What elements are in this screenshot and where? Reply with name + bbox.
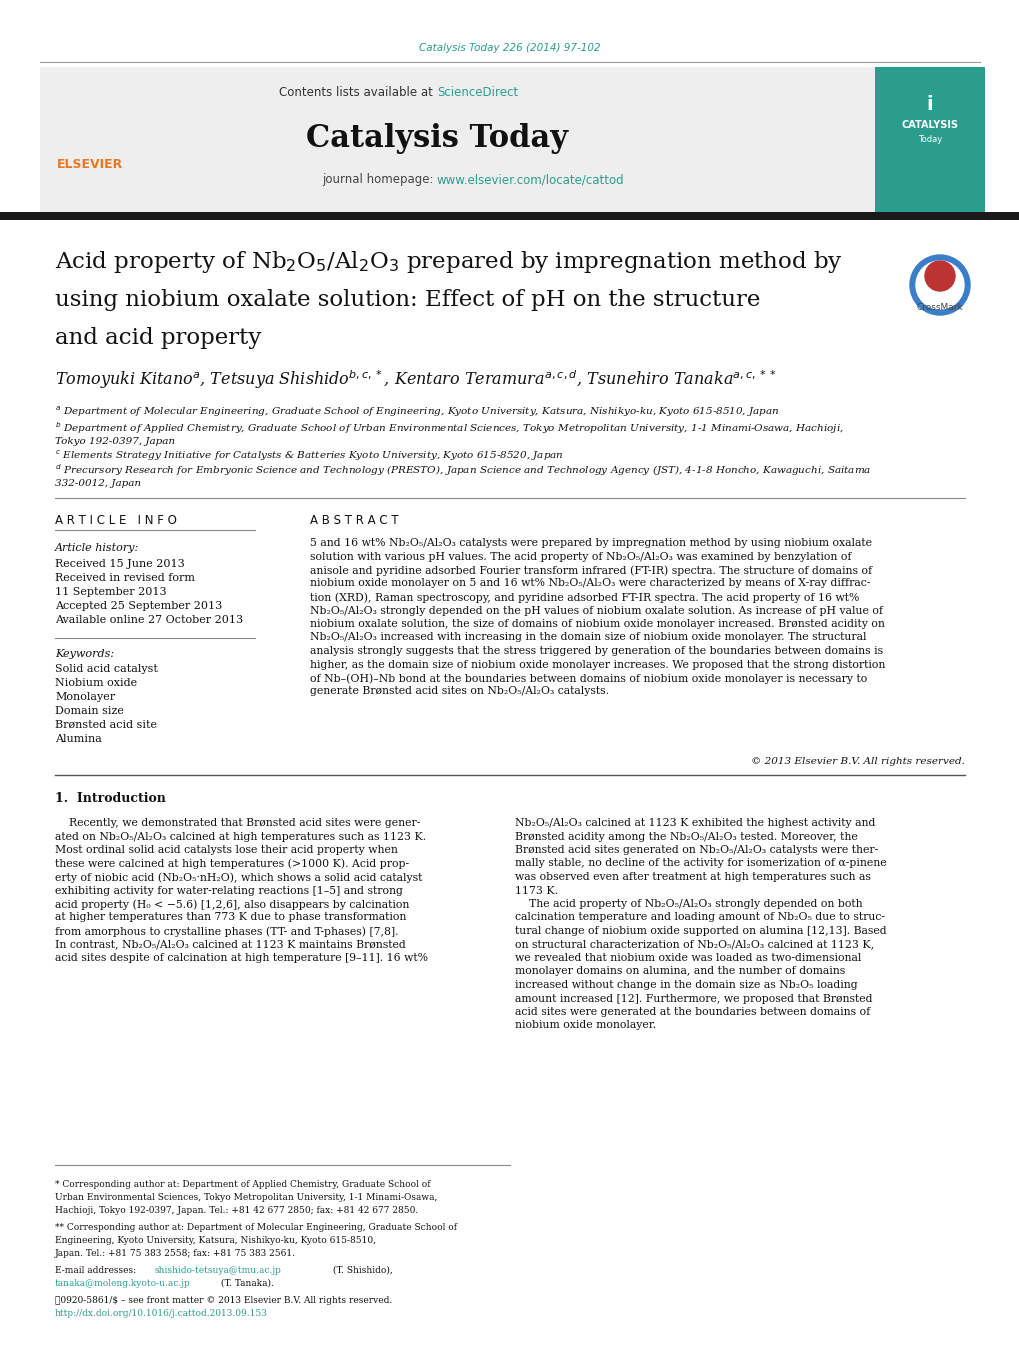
Text: Catalysis Today: Catalysis Today	[306, 123, 568, 154]
Text: Nb₂O₅/Al₂O₃ increased with increasing in the domain size of niobium oxide monola: Nb₂O₅/Al₂O₃ increased with increasing in…	[310, 632, 866, 643]
Text: increased without change in the domain size as Nb₂O₅ loading: increased without change in the domain s…	[515, 979, 857, 990]
Text: journal homepage:: journal homepage:	[321, 173, 436, 186]
Text: acid sites despite of calcination at high temperature [9–11]. 16 wt%: acid sites despite of calcination at hig…	[55, 952, 428, 963]
Text: Accepted 25 September 2013: Accepted 25 September 2013	[55, 601, 222, 611]
Text: 1173 K.: 1173 K.	[515, 885, 557, 896]
Text: niobium oxide monolayer.: niobium oxide monolayer.	[515, 1020, 655, 1031]
Text: amount increased [12]. Furthermore, we proposed that Brønsted: amount increased [12]. Furthermore, we p…	[515, 993, 871, 1004]
Text: The acid property of Nb₂O₅/Al₂O₃ strongly depended on both: The acid property of Nb₂O₅/Al₂O₃ strongl…	[515, 898, 862, 909]
Text: Brønsted acid sites generated on Nb₂O₅/Al₂O₃ catalysts were ther-: Brønsted acid sites generated on Nb₂O₅/A…	[515, 844, 877, 855]
Text: Contents lists available at: Contents lists available at	[279, 85, 436, 99]
Text: monolayer domains on alumina, and the number of domains: monolayer domains on alumina, and the nu…	[515, 966, 845, 977]
Text: analysis strongly suggests that the stress triggered by generation of the bounda: analysis strongly suggests that the stre…	[310, 646, 882, 657]
Text: niobium oxalate solution, the size of domains of niobium oxide monolayer increas: niobium oxalate solution, the size of do…	[310, 619, 884, 630]
Text: Engineering, Kyoto University, Katsura, Nishikyo-ku, Kyoto 615-8510,: Engineering, Kyoto University, Katsura, …	[55, 1236, 376, 1246]
Text: E-mail addresses:: E-mail addresses:	[55, 1266, 139, 1275]
Text: (T. Tanaka).: (T. Tanaka).	[218, 1279, 274, 1288]
Text: these were calcined at high temperatures (>1000 K). Acid prop-: these were calcined at high temperatures…	[55, 858, 409, 869]
Text: tanaka@moleng.kyoto-u.ac.jp: tanaka@moleng.kyoto-u.ac.jp	[55, 1279, 191, 1288]
Text: Tomoyuki Kitano$^a$, Tetsuya Shishido$^{b,c,*}$, Kentaro Teramura$^{a,c,d}$, Tsu: Tomoyuki Kitano$^a$, Tetsuya Shishido$^{…	[55, 369, 775, 392]
Text: using niobium oxalate solution: Effect of pH on the structure: using niobium oxalate solution: Effect o…	[55, 289, 759, 311]
Text: $^b$ Department of Applied Chemistry, Graduate School of Urban Environmental Sci: $^b$ Department of Applied Chemistry, Gr…	[55, 420, 843, 436]
Text: i: i	[926, 96, 932, 115]
Text: Article history:: Article history:	[55, 543, 140, 553]
Bar	[40, 68, 874, 215]
Text: $^c$ Elements Strategy Initiative for Catalysts & Batteries Kyoto University, Ky: $^c$ Elements Strategy Initiative for Ca…	[55, 449, 564, 463]
Text: www.elsevier.com/locate/cattod: www.elsevier.com/locate/cattod	[436, 173, 624, 186]
Text: Received 15 June 2013: Received 15 June 2013	[55, 559, 184, 569]
Text: from amorphous to crystalline phases (TT- and T-phases) [7,8].: from amorphous to crystalline phases (TT…	[55, 925, 398, 936]
Text: was observed even after treatment at high temperatures such as: was observed even after treatment at hig…	[515, 871, 870, 882]
Text: calcination temperature and loading amount of Nb₂O₅ due to struc-: calcination temperature and loading amou…	[515, 912, 884, 923]
Bar	[0, 212, 1019, 220]
Text: (T. Shishido),: (T. Shishido),	[330, 1266, 392, 1275]
Text: Catalysis Today 226 (2014) 97-102: Catalysis Today 226 (2014) 97-102	[419, 43, 600, 53]
Text: Today: Today	[917, 135, 942, 145]
Text: Nb₂O₅/Al₂O₃ strongly depended on the pH values of niobium oxalate solution. As i: Nb₂O₅/Al₂O₃ strongly depended on the pH …	[310, 605, 882, 616]
Text: ELSEVIER: ELSEVIER	[57, 158, 123, 172]
Text: acid property (H₀ < −5.6) [1,2,6], also disappears by calcination: acid property (H₀ < −5.6) [1,2,6], also …	[55, 898, 409, 909]
Text: solution with various pH values. The acid property of Nb₂O₅/Al₂O₃ was examined b: solution with various pH values. The aci…	[310, 551, 851, 562]
Text: Alumina: Alumina	[55, 734, 102, 744]
Text: mally stable, no decline of the activity for isomerization of α-pinene: mally stable, no decline of the activity…	[515, 858, 886, 869]
Text: Solid acid catalyst: Solid acid catalyst	[55, 663, 158, 674]
Text: Tokyo 192-0397, Japan: Tokyo 192-0397, Japan	[55, 438, 175, 446]
Text: Available online 27 October 2013: Available online 27 October 2013	[55, 615, 243, 626]
Text: exhibiting activity for water-relating reactions [1–5] and strong: exhibiting activity for water-relating r…	[55, 885, 403, 896]
Text: on structural characterization of Nb₂O₅/Al₂O₃ calcined at 1123 K,: on structural characterization of Nb₂O₅/…	[515, 939, 873, 950]
Text: Nb₂O₅/Al₂O₃ calcined at 1123 K exhibited the highest activity and: Nb₂O₅/Al₂O₃ calcined at 1123 K exhibited…	[515, 817, 874, 828]
Text: generate Brønsted acid sites on Nb₂O₅/Al₂O₃ catalysts.: generate Brønsted acid sites on Nb₂O₅/Al…	[310, 686, 608, 697]
Text: 5 and 16 wt% Nb₂O₅/Al₂O₃ catalysts were prepared by impregnation method by using: 5 and 16 wt% Nb₂O₅/Al₂O₃ catalysts were …	[310, 538, 871, 549]
Text: $^d$ Precursory Research for Embryonic Science and Technology (PRESTO), Japan Sc: $^d$ Precursory Research for Embryonic S…	[55, 462, 870, 478]
Text: Keywords:: Keywords:	[55, 648, 114, 659]
Text: niobium oxide monolayer on 5 and 16 wt% Nb₂O₅/Al₂O₃ were characterized by means : niobium oxide monolayer on 5 and 16 wt% …	[310, 578, 869, 589]
Text: and acid property: and acid property	[55, 327, 261, 349]
Text: CrossMark: CrossMark	[916, 304, 962, 312]
Text: Received in revised form: Received in revised form	[55, 573, 195, 584]
Text: Acid property of Nb$_2$O$_5$/Al$_2$O$_3$ prepared by impregnation method by: Acid property of Nb$_2$O$_5$/Al$_2$O$_3$…	[55, 249, 842, 276]
Text: A R T I C L E   I N F O: A R T I C L E I N F O	[55, 513, 176, 527]
Text: Monolayer: Monolayer	[55, 692, 115, 703]
Circle shape	[909, 255, 969, 315]
Text: ScienceDirect: ScienceDirect	[436, 85, 518, 99]
Text: shishido-tetsuya@tmu.ac.jp: shishido-tetsuya@tmu.ac.jp	[155, 1266, 281, 1275]
Text: Japan. Tel.: +81 75 383 2558; fax: +81 75 383 2561.: Japan. Tel.: +81 75 383 2558; fax: +81 7…	[55, 1250, 296, 1258]
Text: ** Corresponding author at: Department of Molecular Engineering, Graduate School: ** Corresponding author at: Department o…	[55, 1223, 457, 1232]
Text: Recently, we demonstrated that Brønsted acid sites were gener-: Recently, we demonstrated that Brønsted …	[55, 817, 420, 828]
Text: tion (XRD), Raman spectroscopy, and pyridine adsorbed FT-IR spectra. The acid pr: tion (XRD), Raman spectroscopy, and pyri…	[310, 592, 859, 603]
Text: A B S T R A C T: A B S T R A C T	[310, 513, 398, 527]
Text: Domain size: Domain size	[55, 707, 123, 716]
Text: In contrast, Nb₂O₅/Al₂O₃ calcined at 1123 K maintains Brønsted: In contrast, Nb₂O₅/Al₂O₃ calcined at 112…	[55, 939, 406, 950]
Text: erty of niobic acid (Nb₂O₅·nH₂O), which shows a solid acid catalyst: erty of niobic acid (Nb₂O₅·nH₂O), which …	[55, 871, 422, 882]
Text: Most ordinal solid acid catalysts lose their acid property when: Most ordinal solid acid catalysts lose t…	[55, 844, 397, 855]
Text: * Corresponding author at: Department of Applied Chemistry, Graduate School of: * Corresponding author at: Department of…	[55, 1179, 430, 1189]
Text: ①0920-5861/$ – see front matter © 2013 Elsevier B.V. All rights reserved.: ①0920-5861/$ – see front matter © 2013 E…	[55, 1296, 392, 1305]
Text: 332-0012, Japan: 332-0012, Japan	[55, 480, 141, 489]
Text: ated on Nb₂O₅/Al₂O₃ calcined at high temperatures such as 1123 K.: ated on Nb₂O₅/Al₂O₃ calcined at high tem…	[55, 831, 426, 842]
Text: Urban Environmental Sciences, Tokyo Metropolitan University, 1-1 Minami-Osawa,: Urban Environmental Sciences, Tokyo Metr…	[55, 1193, 437, 1202]
Text: CATALYSIS: CATALYSIS	[901, 120, 958, 130]
Text: higher, as the domain size of niobium oxide monolayer increases. We proposed tha: higher, as the domain size of niobium ox…	[310, 659, 884, 670]
Text: Brønsted acidity among the Nb₂O₅/Al₂O₃ tested. Moreover, the: Brønsted acidity among the Nb₂O₅/Al₂O₃ t…	[515, 831, 857, 842]
Text: Niobium oxide: Niobium oxide	[55, 678, 137, 688]
Text: at higher temperatures than 773 K due to phase transformation: at higher temperatures than 773 K due to…	[55, 912, 406, 923]
Circle shape	[924, 261, 954, 290]
Text: 11 September 2013: 11 September 2013	[55, 586, 166, 597]
Text: we revealed that niobium oxide was loaded as two-dimensional: we revealed that niobium oxide was loade…	[515, 952, 860, 963]
Text: http://dx.doi.org/10.1016/j.cattod.2013.09.153: http://dx.doi.org/10.1016/j.cattod.2013.…	[55, 1309, 268, 1319]
Text: acid sites were generated at the boundaries between domains of: acid sites were generated at the boundar…	[515, 1006, 869, 1017]
Text: $^a$ Department of Molecular Engineering, Graduate School of Engineering, Kyoto : $^a$ Department of Molecular Engineering…	[55, 405, 779, 419]
Text: of Nb–(OH)–Nb bond at the boundaries between domains of niobium oxide monolayer : of Nb–(OH)–Nb bond at the boundaries bet…	[310, 673, 866, 684]
Text: anisole and pyridine adsorbed Fourier transform infrared (FT-IR) spectra. The st: anisole and pyridine adsorbed Fourier tr…	[310, 565, 871, 576]
Text: tural change of niobium oxide supported on alumina [12,13]. Based: tural change of niobium oxide supported …	[515, 925, 886, 936]
Text: © 2013 Elsevier B.V. All rights reserved.: © 2013 Elsevier B.V. All rights reserved…	[750, 758, 964, 766]
Text: 1.  Introduction: 1. Introduction	[55, 792, 166, 804]
Text: Brønsted acid site: Brønsted acid site	[55, 720, 157, 730]
Text: Hachioji, Tokyo 192-0397, Japan. Tel.: +81 42 677 2850; fax: +81 42 677 2850.: Hachioji, Tokyo 192-0397, Japan. Tel.: +…	[55, 1206, 418, 1215]
Circle shape	[915, 261, 963, 309]
Bar	[874, 68, 984, 215]
